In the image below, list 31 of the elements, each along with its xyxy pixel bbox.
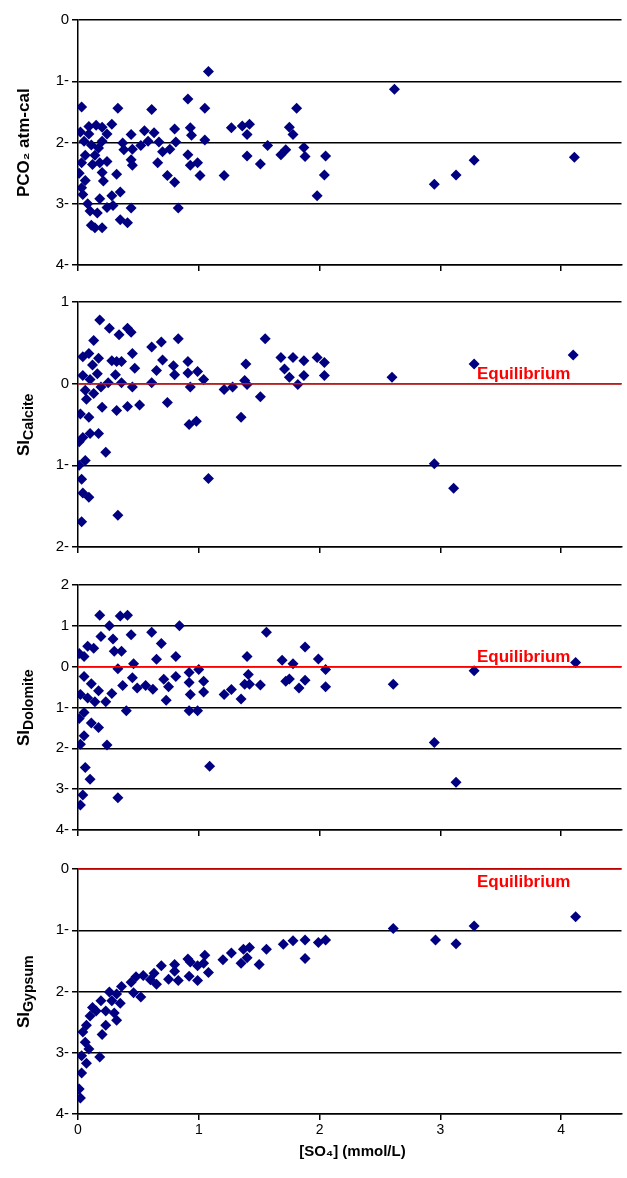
y-tick-label: 0: [60, 373, 69, 391]
y-axis-title: PCO₂ atm-cal: [14, 88, 34, 197]
y-tick-label: 3-: [55, 779, 69, 797]
x-tick-label: 1: [194, 1121, 203, 1138]
y-tick-label: 3-: [55, 1042, 69, 1060]
y-tick-label: 2-: [55, 537, 69, 555]
x-tick-label: 2: [315, 1121, 324, 1138]
y-tick-label: 2: [60, 575, 69, 593]
x-axis-title: [SO₄] (mmol/L): [298, 1142, 407, 1159]
y-tick-label: 1-: [55, 697, 69, 715]
y-tick-label: 1-: [55, 71, 69, 89]
ref-line-label: Equilibrium: [476, 363, 571, 383]
y-tick-label: 2-: [55, 981, 69, 999]
y-tick-label: 4-: [55, 1104, 69, 1122]
y-tick-label: 2-: [55, 738, 69, 756]
x-tick-label: 3: [436, 1121, 445, 1138]
y-tick-label: 2-: [55, 132, 69, 150]
y-tick-label: 1: [60, 615, 69, 633]
y-tick-label: 4-: [55, 820, 69, 838]
y-tick-label: 0: [60, 10, 69, 28]
y-tick-label: 1-: [55, 920, 69, 938]
x-tick-label: 4: [557, 1121, 566, 1138]
y-tick-label: 0: [60, 859, 69, 877]
y-tick-label: 1: [60, 292, 69, 310]
y-tick-label: 1-: [55, 455, 69, 473]
y-tick-label: 0: [60, 656, 69, 674]
ref-line-label: Equilibrium: [476, 872, 571, 892]
y-tick-label: 3-: [55, 193, 69, 211]
ref-line-label: Equilibrium: [476, 646, 571, 666]
y-tick-label: 4-: [55, 255, 69, 273]
x-tick-label: 0: [74, 1121, 83, 1138]
